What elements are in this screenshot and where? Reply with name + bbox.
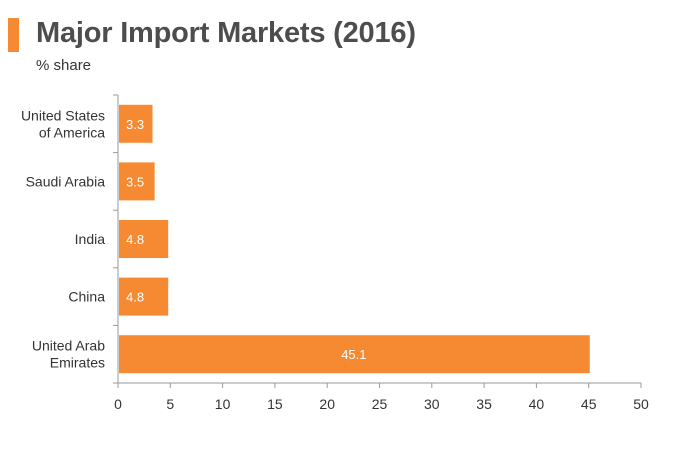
x-tick-label: 35	[476, 396, 492, 412]
x-tick-label: 15	[267, 396, 283, 412]
bar	[119, 335, 590, 374]
data-label: 3.3	[126, 117, 144, 132]
x-tick-label: 0	[114, 396, 122, 412]
data-label: 4.8	[126, 232, 144, 247]
x-tick-label: 20	[319, 396, 335, 412]
bar	[119, 220, 169, 258]
category-label: India	[75, 231, 106, 247]
x-tick-label: 45	[581, 396, 597, 412]
bar	[119, 104, 153, 143]
bar	[119, 162, 155, 201]
x-tick-label: 25	[372, 396, 388, 412]
x-tick-label: 10	[215, 396, 231, 412]
data-label: 45.1	[341, 347, 366, 362]
chart-subtitle: % share	[36, 57, 92, 74]
category-label: Saudi Arabia	[26, 173, 106, 189]
data-label: 4.8	[126, 290, 144, 305]
category-label: China	[68, 289, 105, 305]
title-accent-bar	[8, 18, 19, 52]
x-tick-label: 5	[166, 396, 174, 412]
x-tick-label: 40	[529, 396, 545, 412]
x-tick-label: 50	[633, 396, 649, 412]
chart-title: Major Import Markets (2016)	[36, 17, 416, 49]
category-label: United Arab	[32, 338, 105, 354]
x-tick-label: 30	[424, 396, 440, 412]
category-label: of America	[39, 124, 105, 140]
category-label: Emirates	[50, 355, 105, 371]
category-label: United States	[21, 107, 105, 123]
data-label: 3.5	[126, 174, 144, 189]
bar	[119, 277, 169, 316]
